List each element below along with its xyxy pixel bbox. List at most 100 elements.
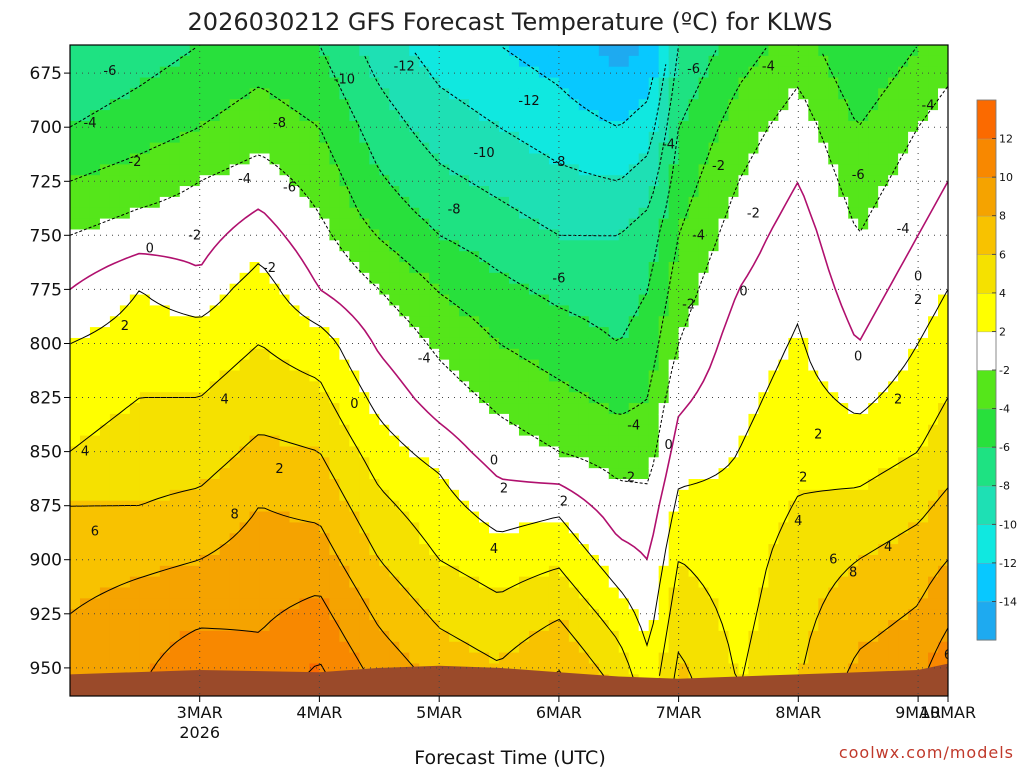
temperature-cell — [658, 565, 670, 578]
temperature-cell — [249, 652, 261, 665]
temperature-cell — [788, 131, 799, 144]
temperature-cell — [828, 348, 839, 361]
temperature-cell — [878, 153, 889, 165]
temperature-cell — [119, 641, 131, 654]
temperature-cell — [479, 479, 490, 491]
temperature-cell — [608, 446, 620, 458]
temperature-cell — [419, 240, 430, 252]
temperature-cell — [658, 283, 670, 296]
temperature-cell — [568, 381, 580, 393]
temperature-cell — [718, 120, 730, 133]
temperature-cell — [818, 153, 829, 165]
temperature-cell — [568, 609, 580, 621]
temperature-cell — [309, 392, 321, 404]
temperature-cell — [668, 131, 680, 144]
temperature-cell — [518, 598, 530, 610]
temperature-cell — [489, 554, 500, 567]
temperature-cell — [389, 576, 400, 589]
temperature-cell — [179, 598, 191, 610]
temperature-cell — [568, 305, 580, 317]
temperature-cell — [558, 587, 570, 599]
temperature-cell — [748, 663, 760, 675]
temperature-cell — [648, 251, 660, 263]
temperature-cell — [608, 240, 620, 252]
temperature-cell — [528, 251, 540, 263]
temperature-cell — [459, 55, 470, 68]
temperature-cell — [588, 218, 600, 231]
temperature-cell — [688, 424, 700, 437]
temperature-cell — [299, 663, 311, 675]
temperature-cell — [888, 489, 899, 502]
temperature-cell — [359, 457, 370, 469]
temperature-cell — [738, 272, 750, 285]
temperature-cell — [409, 630, 420, 643]
temperature-cell — [538, 131, 550, 144]
temperature-cell — [578, 370, 590, 382]
temperature-cell — [389, 630, 400, 643]
temperature-cell — [538, 630, 550, 643]
temperature-cell — [878, 565, 889, 578]
temperature-cell — [359, 500, 370, 513]
temperature-cell — [858, 45, 869, 57]
temperature-cell — [578, 153, 590, 165]
temperature-cell — [588, 305, 600, 317]
temperature-cell — [319, 45, 331, 57]
temperature-cell — [548, 175, 560, 187]
temperature-cell — [229, 337, 241, 350]
temperature-cell — [279, 554, 291, 567]
temperature-cell — [409, 413, 420, 426]
temperature-cell — [379, 424, 390, 437]
temperature-cell — [588, 630, 600, 643]
temperature-cell — [818, 283, 829, 296]
temperature-cell — [718, 565, 730, 578]
temperature-cell — [808, 381, 819, 393]
temperature-cell — [558, 337, 570, 350]
temperature-cell — [638, 446, 650, 458]
temperature-cell — [229, 348, 241, 361]
temperature-cell — [129, 598, 141, 610]
temperature-cell — [628, 468, 640, 480]
temperature-cell — [658, 99, 670, 111]
temperature-cell — [898, 88, 909, 100]
temperature-cell — [648, 196, 660, 209]
temperature-cell — [319, 120, 331, 133]
temperature-cell — [209, 641, 221, 654]
temperature-cell — [808, 45, 819, 57]
temperature-cell — [888, 175, 899, 187]
temperature-cell — [618, 533, 630, 545]
temperature-cell — [369, 186, 380, 198]
temperature-cell — [429, 207, 440, 220]
temperature-cell — [289, 403, 301, 415]
temperature-cell — [149, 370, 161, 382]
temperature-cell — [748, 435, 760, 448]
temperature-cell — [439, 641, 450, 654]
temperature-cell — [698, 272, 710, 285]
temperature-cell — [538, 327, 550, 339]
temperature-cell — [169, 587, 181, 599]
temperature-cell — [898, 175, 909, 187]
temperature-cell — [828, 240, 839, 252]
temperature-cell — [528, 630, 540, 643]
temperature-cell — [718, 99, 730, 111]
temperature-cell — [429, 99, 440, 111]
temperature-cell — [758, 511, 770, 523]
temperature-cell — [219, 479, 231, 491]
temperature-cell — [798, 468, 809, 480]
temperature-cell — [818, 305, 829, 317]
temperature-cell — [399, 641, 410, 654]
temperature-cell — [698, 305, 710, 317]
temperature-cell — [768, 316, 779, 328]
temperature-cell — [329, 88, 340, 100]
temperature-cell — [259, 620, 271, 632]
temperature-cell — [349, 175, 360, 187]
temperature-cell — [578, 186, 590, 198]
temperature-cell — [199, 283, 211, 296]
temperature-cell — [868, 620, 879, 632]
temperature-cell — [828, 598, 839, 610]
temperature-cell — [868, 66, 879, 79]
temperature-cell — [199, 565, 211, 578]
temperature-cell — [339, 272, 350, 285]
temperature-cell — [548, 392, 560, 404]
temperature-cell — [499, 229, 510, 241]
temperature-cell — [558, 218, 570, 231]
